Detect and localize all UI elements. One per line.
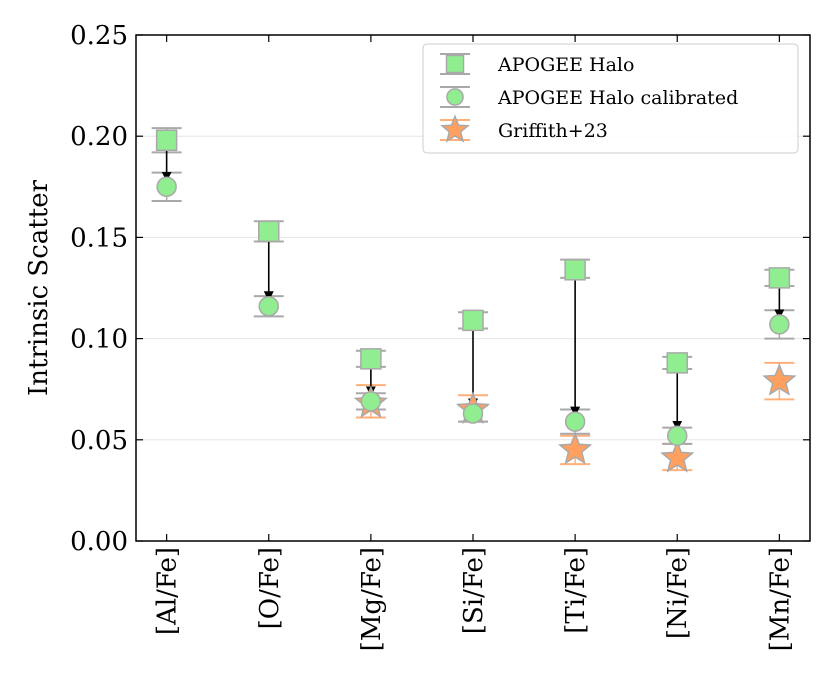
star-point	[557, 431, 593, 465]
x-tick-label: [Mn/Fe]	[765, 547, 795, 651]
legend-label: APOGEE Halo	[497, 54, 634, 76]
legend-label: APOGEE Halo calibrated	[497, 87, 738, 109]
y-tick-label: 0.20	[70, 122, 128, 152]
y-tick-label: 0.15	[70, 223, 128, 253]
y-tick-label: 0.05	[70, 426, 128, 456]
legend-circle-icon	[446, 88, 464, 106]
square-point	[666, 352, 688, 374]
legend-label: Griffith+23	[498, 120, 608, 142]
legend-square-icon	[445, 54, 465, 74]
x-tick-label: [Ni/Fe]	[663, 547, 693, 639]
y-tick-label: 0.25	[70, 21, 128, 51]
legend-box	[422, 43, 799, 154]
data-marks	[151, 127, 797, 473]
y-tick-label: 0.10	[70, 325, 128, 355]
x-tick-label: [Si/Fe]	[459, 547, 489, 634]
circle-point	[462, 403, 484, 424]
legend-star-icon	[440, 114, 470, 143]
square-point	[564, 259, 586, 281]
x-tick-label: [Al/Fe]	[153, 547, 183, 635]
circle-point	[258, 295, 280, 317]
star-point	[762, 363, 797, 396]
y-axis-label: Intrinsic Scatter	[24, 179, 54, 396]
x-tick-label: [Mg/Fe]	[357, 547, 387, 651]
y-tick-label: 0.00	[70, 527, 128, 557]
legend-entry: Griffith+23	[440, 114, 608, 143]
x-tick-label: [Ti/Fe]	[561, 547, 591, 634]
circle-point	[666, 425, 688, 447]
legend-entry: APOGEE Halo calibrated	[440, 86, 738, 109]
square-point	[258, 220, 280, 243]
x-tick-label: [O/Fe]	[255, 547, 285, 629]
legend-entry: APOGEE Halo	[440, 53, 634, 76]
square-point	[360, 348, 382, 370]
square-point	[462, 309, 484, 332]
circle-point	[769, 314, 790, 335]
circle-point	[564, 411, 586, 432]
star-point	[660, 439, 695, 473]
square-point	[768, 267, 791, 289]
legend: APOGEE Halo APOGEE Halo calibrated Griffit…	[422, 43, 799, 154]
axes: 0.00 0.05 0.10 0.15 0.20 0.25 [Al/Fe] [O/Fe] [Mg…	[70, 21, 810, 651]
square-point	[155, 129, 178, 151]
circle-point	[156, 176, 177, 198]
circle-point	[360, 391, 382, 412]
